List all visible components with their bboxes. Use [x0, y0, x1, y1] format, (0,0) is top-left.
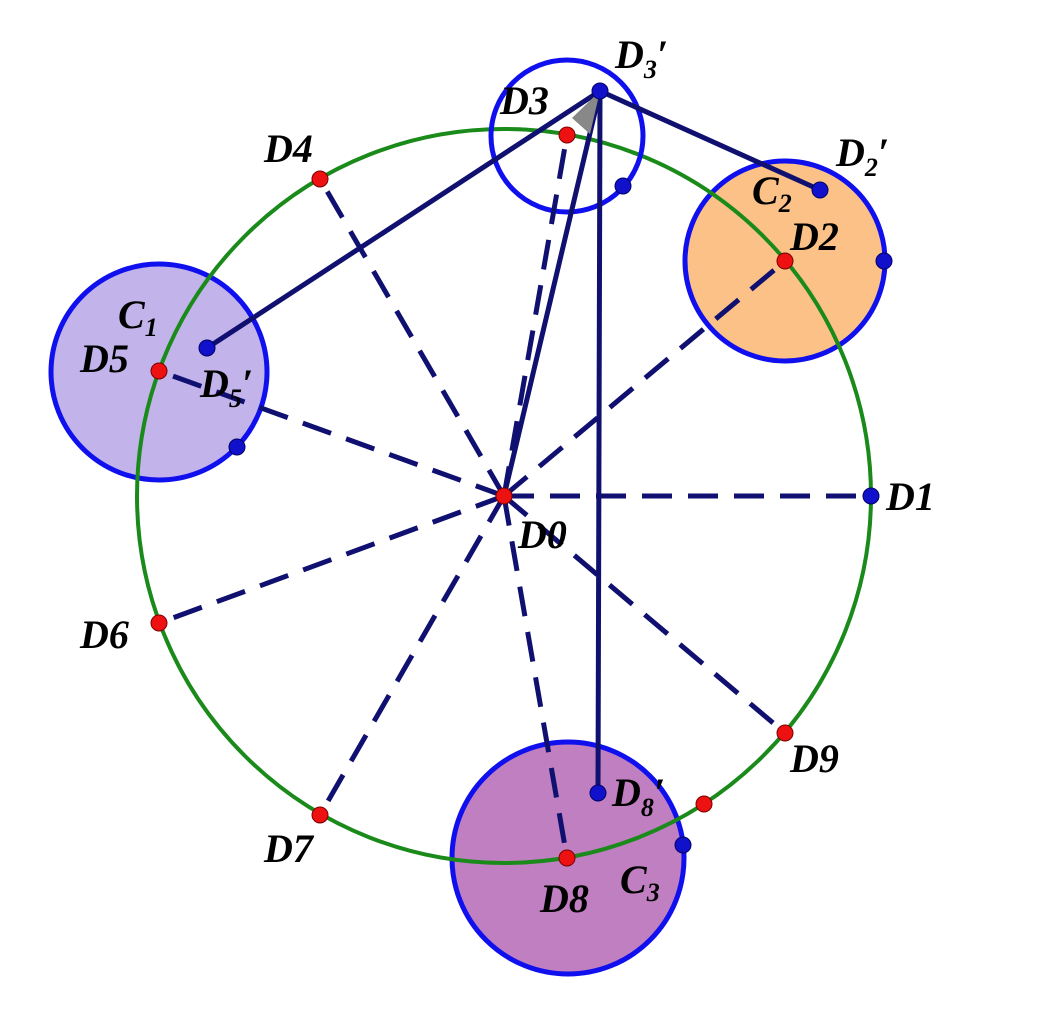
label-d0: D0 [517, 512, 567, 557]
point-d2 [776, 252, 794, 270]
point-d0 [495, 487, 513, 505]
radius-d0-d4 [317, 177, 507, 498]
angle-marker [572, 91, 600, 134]
label-d6: D6 [79, 612, 129, 657]
radius-d0-d7 [317, 494, 507, 817]
radius-d0-d3 [501, 134, 570, 497]
label-c2: C2 [752, 168, 792, 218]
radius-d0-d2 [502, 259, 787, 498]
point-d5-prime [198, 339, 216, 357]
solid-segments [204, 88, 823, 796]
point-d3-prime [591, 82, 609, 100]
point-c3-edge [674, 836, 692, 854]
segment-d3p-d5p [204, 88, 603, 351]
dashed-radii [158, 134, 871, 859]
point-d9 [776, 724, 794, 742]
circle-d3 [488, 57, 646, 215]
blue-points [198, 82, 893, 854]
label-d3: D3 [499, 78, 549, 123]
segment-d3p-d0 [501, 88, 603, 499]
point-d3 [558, 126, 576, 144]
point-near-d8p [695, 795, 713, 813]
label-d8: D8 [539, 876, 589, 921]
segment-d3p-d2p [597, 88, 823, 193]
label-d8-prime: D8′ [611, 770, 665, 822]
point-d6 [150, 614, 168, 632]
label-d9: D9 [789, 736, 839, 781]
segment-d3p-d8p [595, 88, 603, 796]
radius-d0-d8 [501, 495, 570, 859]
point-d5 [150, 362, 168, 380]
label-d3-prime: D3′ [614, 32, 668, 84]
point-d8-prime [589, 784, 607, 802]
point-labels: D0 D1 D2 D3 D4 D5 D6 D7 D8 D9 D3′ D2′ D5… [79, 32, 935, 921]
radius-d0-d9 [502, 494, 787, 735]
label-d1: D1 [885, 474, 935, 519]
label-d2: D2 [789, 214, 839, 259]
point-d8 [558, 849, 576, 867]
point-c2-edge [875, 252, 893, 270]
label-d5-prime: D5′ [199, 361, 253, 413]
point-d2-prime [811, 181, 829, 199]
point-d7 [311, 806, 329, 824]
radius-d0-d5 [158, 368, 505, 499]
label-d2-prime: D2′ [835, 130, 889, 182]
point-d1 [862, 487, 880, 505]
label-d7: D7 [263, 826, 315, 871]
point-d4 [311, 170, 329, 188]
point-c1-edge [228, 438, 246, 456]
radius-d0-d6 [158, 493, 505, 626]
red-points [150, 126, 794, 867]
label-c3: C3 [620, 857, 660, 907]
label-d5: D5 [79, 336, 129, 381]
label-c1: C1 [118, 292, 158, 342]
point-d3circle-edge [614, 177, 632, 195]
label-d4: D4 [263, 126, 313, 171]
